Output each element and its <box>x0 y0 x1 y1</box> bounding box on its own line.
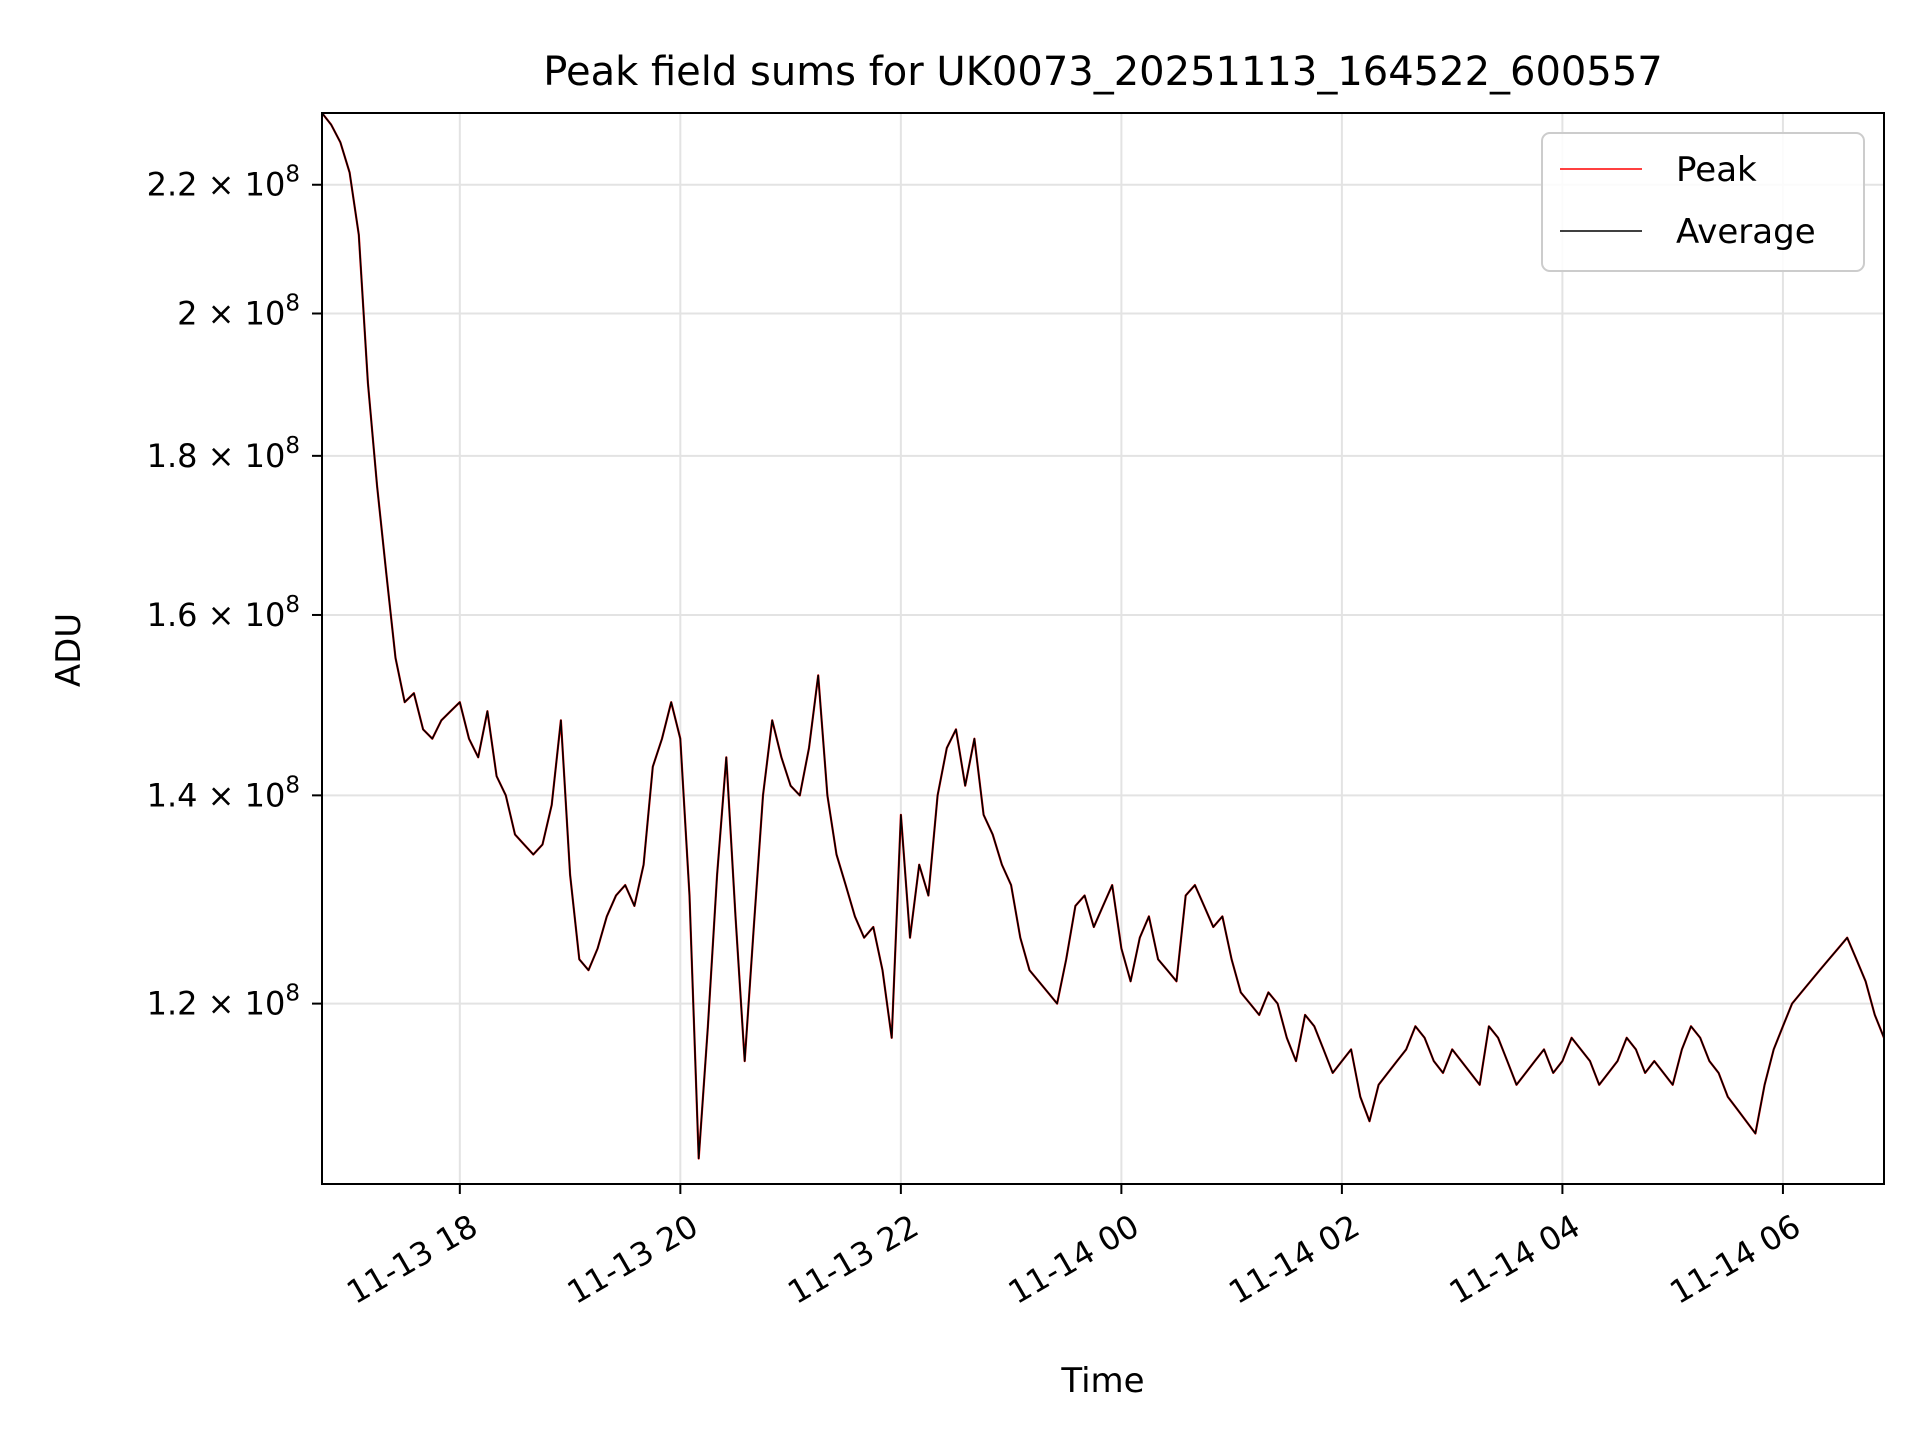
series-layer <box>321 112 1886 1160</box>
grid-lines <box>322 113 1884 1184</box>
y-tick-label: 2 × 108 <box>177 291 300 333</box>
y-axis-ticks: 1.2 × 108 1.4 × 108 1.6 × 108 1.8 × 108 2 × … <box>147 162 322 1023</box>
y-tick-label: 1.8 × 108 <box>147 433 300 475</box>
legend-label-peak: Peak <box>1676 150 1757 190</box>
y-tick-label: 1.4 × 108 <box>147 772 300 814</box>
x-axis-label: Time <box>1060 1361 1144 1401</box>
legend-label-average: Average <box>1676 212 1816 252</box>
legend: Peak Average <box>1541 132 1865 272</box>
legend-box <box>1541 132 1865 272</box>
y-axis-label: ADU <box>49 613 89 687</box>
series-line-average <box>321 112 1885 1160</box>
chart-title: Peak field sums for UK0073_20251113_1645… <box>543 49 1662 95</box>
plot-frame <box>321 112 1885 1185</box>
y-tick-label: 2.2 × 108 <box>147 162 300 204</box>
y-tick-label: 1.6 × 108 <box>147 592 300 634</box>
y-tick-label: 1.2 × 108 <box>147 981 300 1023</box>
